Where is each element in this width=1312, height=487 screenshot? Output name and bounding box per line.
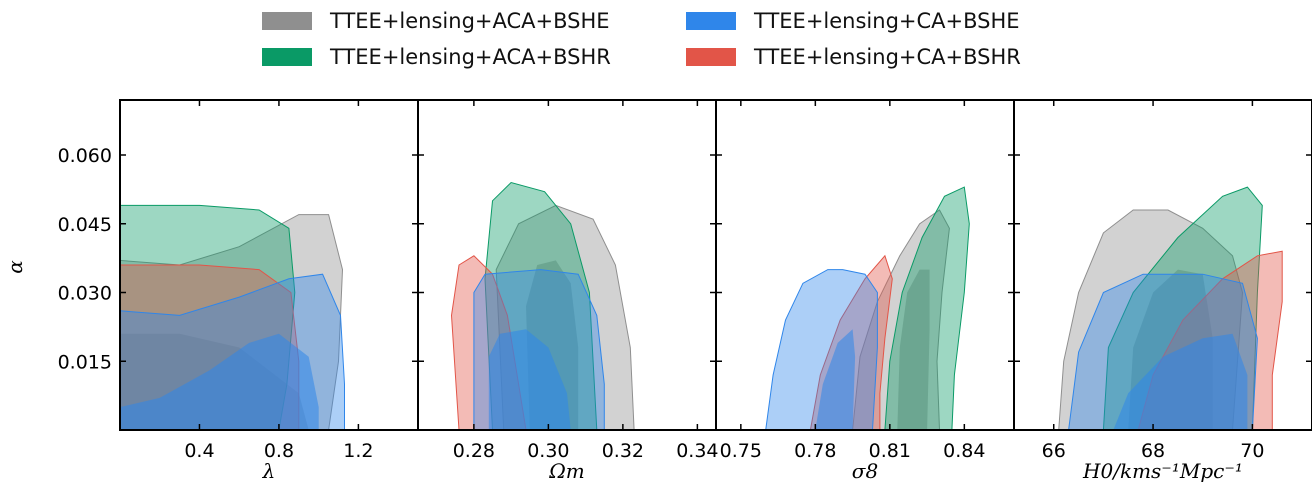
x-tick-label: 0.81 <box>869 440 911 462</box>
contour-ca-bshe-inner <box>1113 333 1248 430</box>
x-tick-label: 0.30 <box>527 440 569 462</box>
panel-2: 0.75 0.78 0.81 0.84 σ8 <box>715 99 1015 483</box>
legend-item-ca-bshe: TTEE+lensing+CA+BSHE <box>686 6 1020 36</box>
legend-label: TTEE+lensing+ACA+BSHR <box>330 45 611 69</box>
panel-frame <box>1013 99 1312 431</box>
x-tick-label: 0.4 <box>184 440 214 462</box>
x-tick-label: 66 <box>1042 440 1066 462</box>
contour-ca-bshe-inner <box>488 329 571 430</box>
x-tick-label: 0.8 <box>264 440 294 462</box>
x-tick-label: 0.75 <box>720 440 762 462</box>
y-tick-label: 0.060 <box>58 145 112 167</box>
x-tick-label: 70 <box>1240 440 1264 462</box>
x-tick-label: 0.78 <box>794 440 836 462</box>
legend-item-aca-bshe: TTEE+lensing+ACA+BSHE <box>262 6 610 36</box>
contour-ca-bshe-inner <box>815 329 856 430</box>
contour-aca-bshe-inner <box>897 269 930 430</box>
x-axis-label: Ωm <box>548 459 585 483</box>
y-tick-label: 0.030 <box>58 283 112 305</box>
x-axis-label: σ8 <box>852 459 878 483</box>
legend-swatch <box>686 12 736 30</box>
x-tick-label: 1.2 <box>343 440 373 462</box>
x-tick-label: 0.34 <box>676 440 718 462</box>
legend-label: TTEE+lensing+CA+BSHR <box>754 45 1021 69</box>
x-tick-label: 0.84 <box>943 440 985 462</box>
legend-swatch <box>262 48 312 66</box>
x-tick-label: 0.28 <box>453 440 495 462</box>
y-axis-label: α <box>3 260 27 274</box>
y-tick-label: 0.015 <box>58 351 112 373</box>
x-axis-label: H0/kms⁻¹Mpc⁻¹ <box>1082 459 1243 483</box>
legend-item-ca-bshr: TTEE+lensing+CA+BSHR <box>686 42 1021 72</box>
legend-label: TTEE+lensing+ACA+BSHE <box>330 9 610 33</box>
y-tick-label: 0.045 <box>58 214 112 236</box>
legend-swatch <box>262 12 312 30</box>
panel-1: 0.28 0.30 0.32 0.34 Ωm <box>417 99 719 483</box>
legend: TTEE+lensing+ACA+BSHE TTEE+lensing+CA+BS… <box>262 6 1062 72</box>
contour-aca-bshr-outer <box>884 186 970 430</box>
x-axis-label: λ <box>262 459 276 483</box>
legend-item-aca-bshr: TTEE+lensing+ACA+BSHR <box>262 42 611 72</box>
x-tick-label: 0.32 <box>602 440 644 462</box>
x-tick-label: 68 <box>1141 440 1165 462</box>
legend-swatch <box>686 48 736 66</box>
contour-ca-bshe-inner <box>120 333 319 430</box>
legend-label: TTEE+lensing+CA+BSHE <box>754 9 1020 33</box>
panel-0: 0.015 0.030 0.045 0.060 0.4 0.8 1.2 λ <box>58 99 419 483</box>
